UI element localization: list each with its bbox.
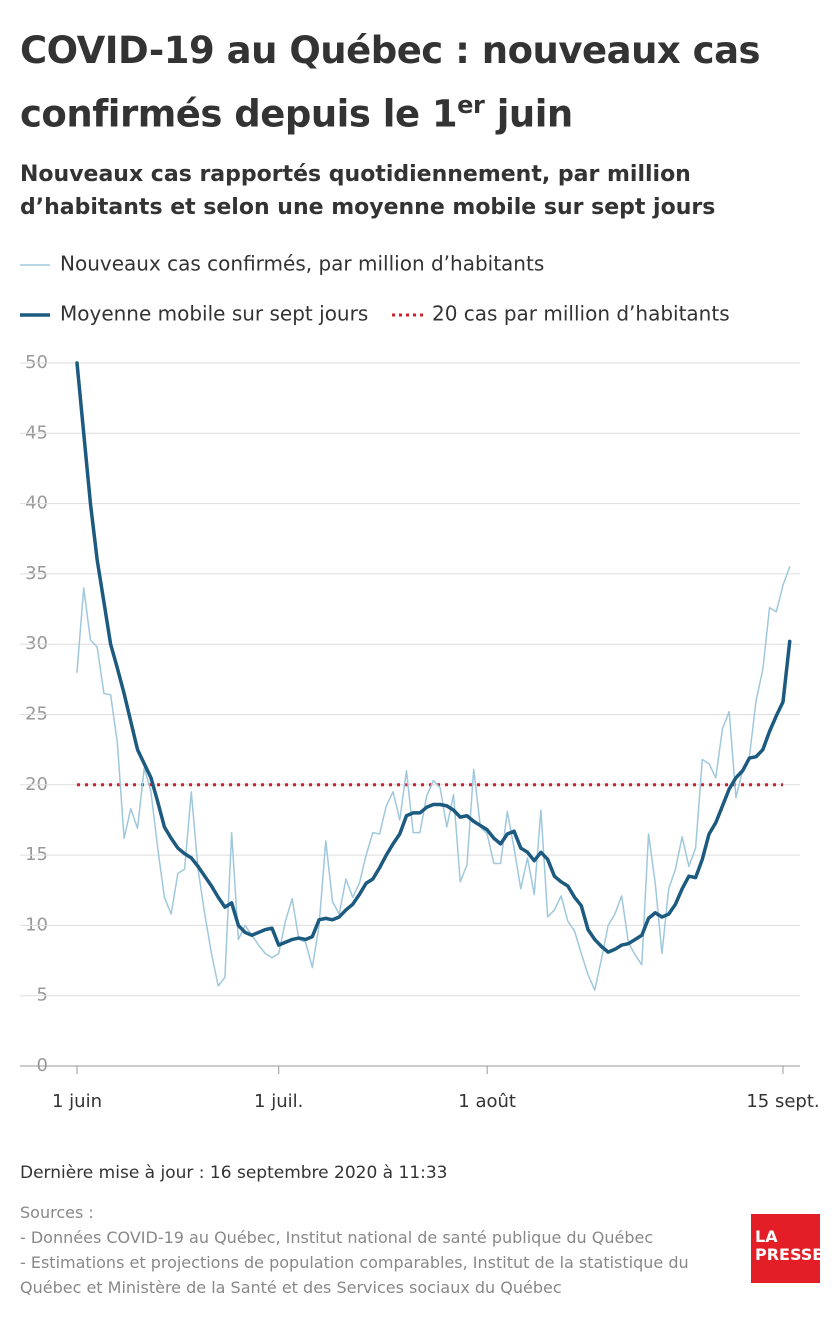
- series-line: [75, 361, 792, 954]
- sources: Sources : - Données COVID-19 au Québec, …: [20, 1200, 689, 1300]
- title-text: juin: [496, 92, 574, 136]
- logo-text: PRESSE: [755, 1245, 824, 1264]
- legend-label: Nouveaux cas confirmés, par million d’ha…: [60, 252, 544, 276]
- source-line: - Données COVID-19 au Québec, Institut n…: [20, 1228, 654, 1247]
- update-note: Dernière mise à jour : 16 septembre 2020…: [20, 1163, 448, 1183]
- logo: LA PRESSE: [751, 1214, 824, 1283]
- x-tick-label: 1 août: [458, 1091, 516, 1112]
- source-line: Québec et Ministère de la Santé et des S…: [20, 1278, 562, 1297]
- x-tick-label: 15 sept.: [746, 1091, 819, 1112]
- source-line: Sources :: [20, 1203, 94, 1222]
- title-text: COVID-19 au Québec : nouveaux cas confir…: [20, 29, 761, 136]
- series-line: [76, 566, 791, 991]
- y-tick-label: 40: [25, 493, 48, 514]
- legend-label: 20 cas par million d’habitants: [432, 302, 730, 326]
- chart-title: COVID-19 au Québec : nouveaux cas confir…: [20, 24, 820, 141]
- x-tick-label: 1 juil.: [254, 1091, 303, 1112]
- source-line: - Estimations et projections de populati…: [20, 1253, 689, 1272]
- legend-label: Moyenne mobile sur sept jours: [60, 302, 368, 326]
- logo-text: LA: [755, 1227, 778, 1246]
- title-sup: er: [457, 91, 485, 119]
- x-tick-label: 1 juin: [52, 1091, 102, 1112]
- subtitle: Nouveaux cas rapportés quotidiennement, …: [20, 162, 716, 220]
